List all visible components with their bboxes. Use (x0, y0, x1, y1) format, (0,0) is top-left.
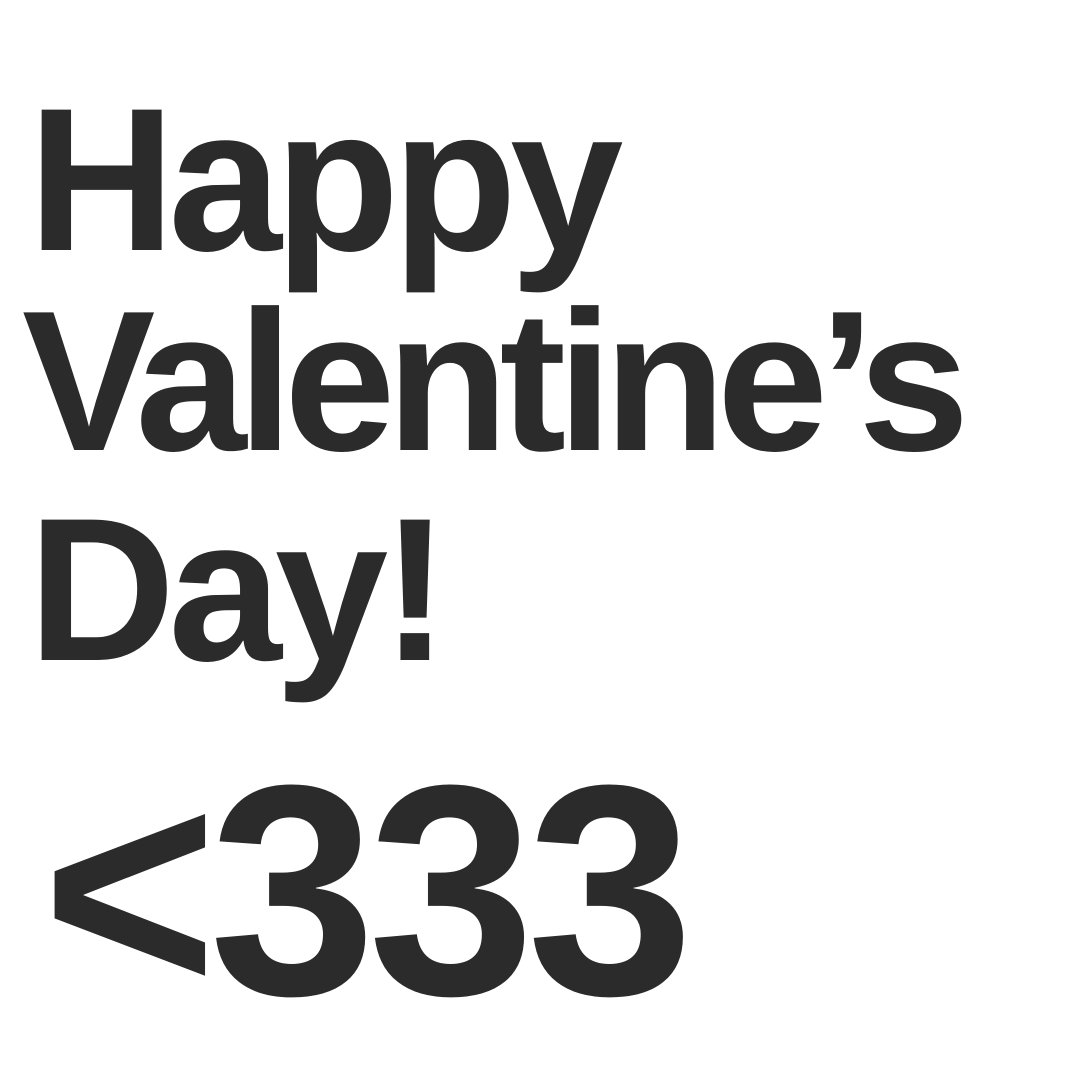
greeting-line-valentines: Valentine’s (22, 270, 969, 493)
heart-emoticon-text: <333 (42, 722, 694, 1058)
greeting-line-day: Day! (28, 476, 449, 704)
greeting-line-happy: Happy (28, 66, 623, 294)
